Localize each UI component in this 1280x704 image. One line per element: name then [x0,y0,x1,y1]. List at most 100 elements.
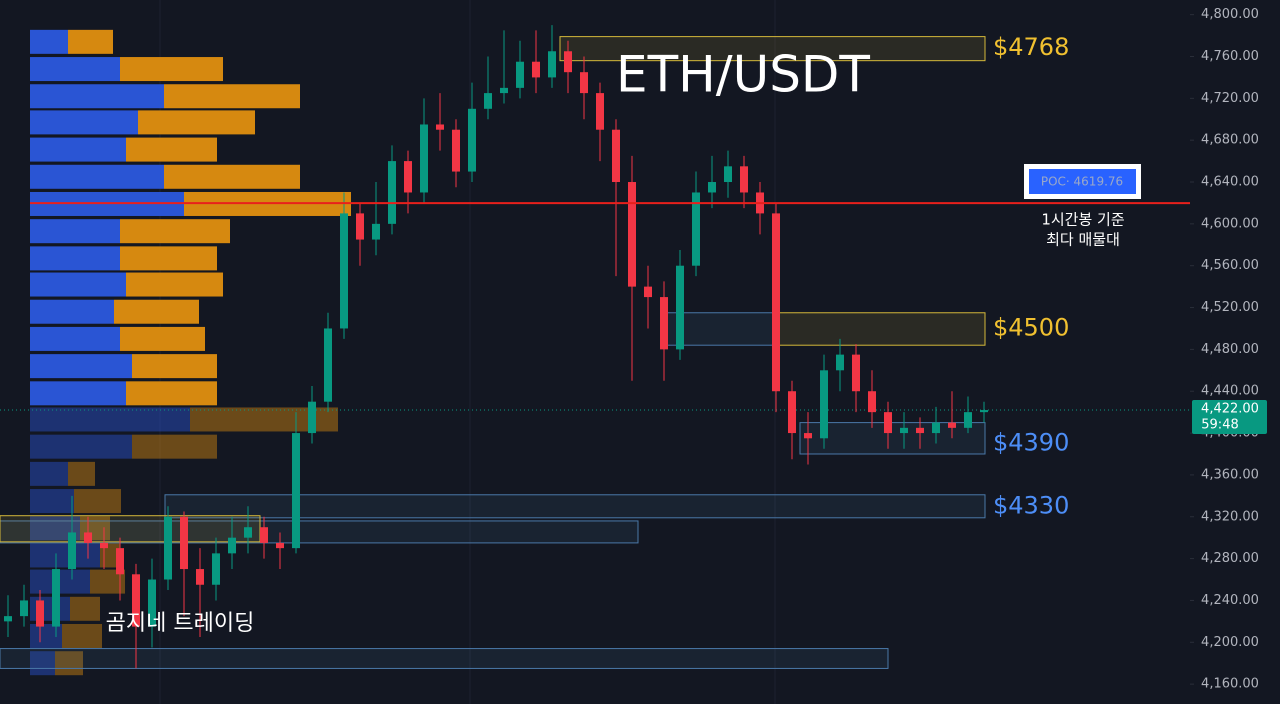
candle-body [356,213,364,240]
profile-buy-bar [30,29,68,54]
candle-body [980,410,988,413]
zone [559,36,986,62]
candle-body [500,87,508,94]
candle-body [292,433,300,549]
candle-body [116,548,124,575]
y-tick-label: 4,160.00 [1201,677,1259,692]
profile-sell-bar [62,624,102,649]
candle-body [788,391,796,434]
candle-body [52,569,60,627]
profile-buy-bar [30,84,164,109]
profile-buy-bar [30,272,126,297]
candle-body [628,182,636,287]
candle-body [804,433,812,439]
y-tick-label: 4,600.00 [1201,216,1259,231]
profile-buy-bar [30,246,120,271]
candle-body [564,51,572,73]
current-price-label: 4,422.00 [1201,402,1259,417]
profile-sell-bar [120,326,205,351]
profile-buy-bar [30,110,138,135]
profile-sell-bar [120,246,217,271]
candle-body [676,265,684,350]
zone [772,312,986,346]
profile-sell-bar [126,137,217,162]
candle-body [692,192,700,266]
zone [164,494,986,519]
profile-sell-bar [68,461,95,486]
profile-sell-bar [70,596,100,621]
candle-body [148,579,156,627]
candle-body [612,129,620,183]
zone [0,648,889,669]
y-tick-label: 4,440.00 [1201,384,1259,399]
y-tick-label: 4,240.00 [1201,593,1259,608]
candle-body [388,161,396,224]
zone [0,515,261,543]
profile-sell-bar [138,110,255,135]
candle-body [916,427,924,434]
profile-sell-bar [132,354,217,379]
profile-sell-bar [164,164,300,189]
candle-body [884,412,892,434]
candle-body [180,516,188,570]
candle-body [660,297,668,350]
candle-body [308,401,316,434]
candle-body [84,532,92,543]
candle-body [740,166,748,193]
candle-body [852,354,860,392]
y-tick-label: 4,800.00 [1201,7,1259,22]
y-tick-label: 4,320.00 [1201,509,1259,524]
candle-body [580,72,588,94]
profile-buy-bar [30,434,132,459]
profile-sell-bar [74,489,121,514]
y-tick-label: 4,720.00 [1201,91,1259,106]
candle-body [212,553,220,585]
candle-body [596,93,604,130]
candle-body [820,370,828,439]
zone-label: $4768 [993,33,1069,61]
candle-body [548,51,556,78]
candle-body [372,223,380,240]
candle-body [260,527,268,543]
chart-title: ETH/USDT [616,46,870,104]
profile-buy-bar [30,461,68,486]
candle-body [404,161,412,193]
profile-buy-bar [30,354,132,379]
poc-note: 1시간봉 기준 [1041,211,1125,229]
zone-label: $4500 [993,313,1069,341]
candle-body [484,93,492,109]
candle-body [708,182,716,193]
y-tick-label: 4,280.00 [1201,551,1259,566]
watermark: 곰지네 트레이딩 [106,611,255,636]
poc-box [1029,169,1136,194]
candle-body [20,600,28,617]
candle-body [420,124,428,193]
profile-buy-bar [30,381,126,406]
candle-body [836,354,844,371]
profile-buy-bar [30,624,62,649]
profile-buy-bar [30,57,120,82]
candle-body [468,108,476,172]
y-tick-label: 4,640.00 [1201,175,1259,190]
candle-body [644,286,652,298]
profile-buy-bar [30,651,55,676]
y-tick-label: 4,200.00 [1201,635,1259,650]
poc-label: POC· 4619.76 [1041,175,1123,189]
profile-buy-bar [30,164,164,189]
candle-body [164,516,172,580]
candle-body [516,61,524,88]
y-tick-label: 4,480.00 [1201,342,1259,357]
y-tick-label: 4,360.00 [1201,467,1259,482]
candle-body [68,532,76,570]
profile-sell-bar [132,434,217,459]
zone-label: $4330 [993,491,1069,519]
candle-body [4,616,12,622]
candle-body [772,213,780,392]
candle-body [964,412,972,428]
zone [0,520,639,544]
profile-sell-bar [68,29,113,54]
candle-body [132,574,140,627]
candle-body [724,166,732,183]
candle-body [244,527,252,538]
candle-body [532,61,540,78]
